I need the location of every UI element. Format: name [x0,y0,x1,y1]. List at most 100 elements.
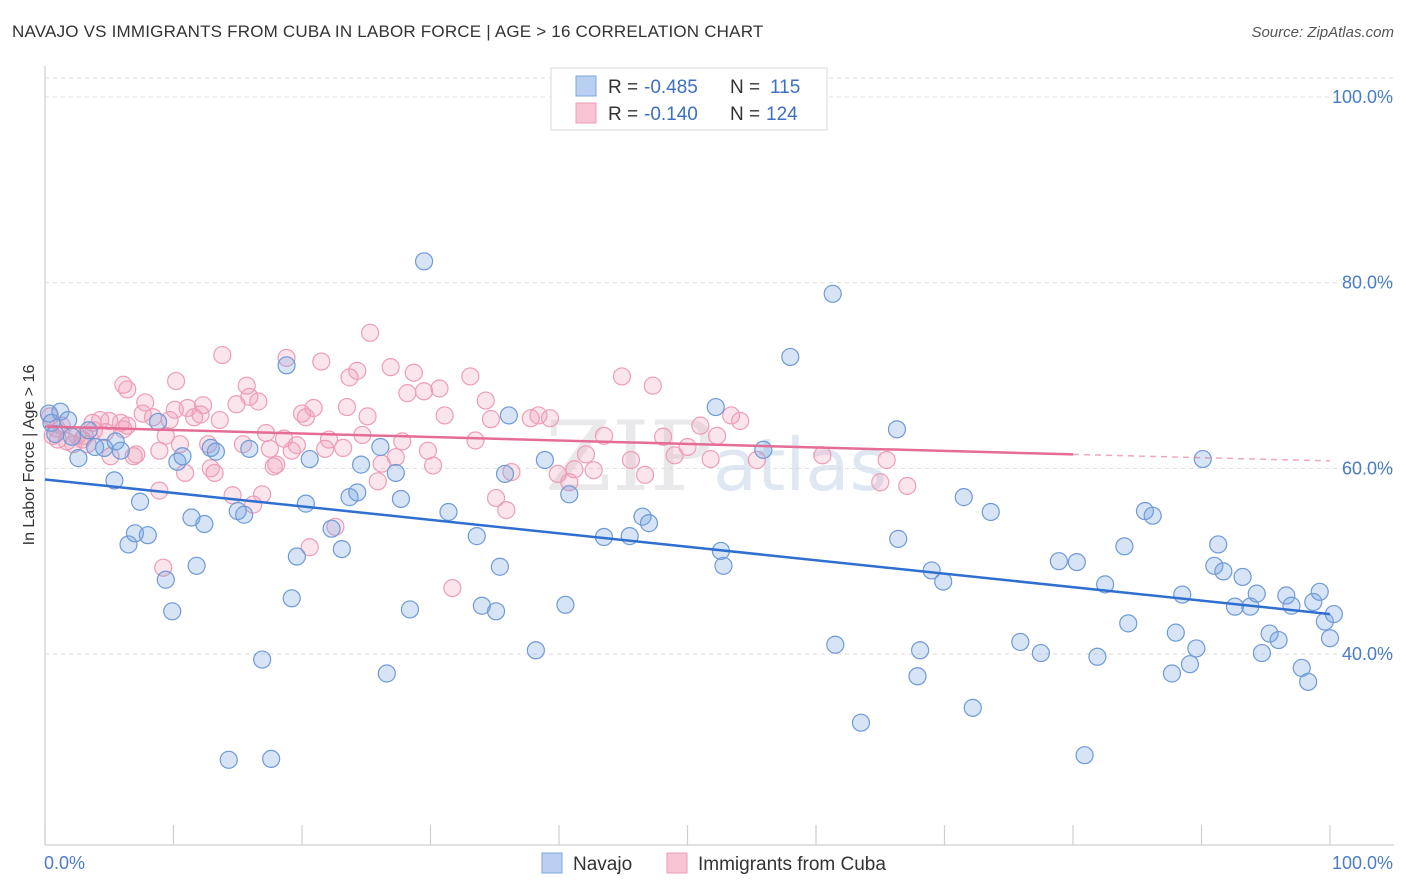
x-tick-label-min: 0.0% [44,853,85,873]
point-navajo [887,420,907,439]
point-navajo [1115,537,1134,556]
point-cuba [133,404,152,423]
stats-legend-box [550,67,828,131]
y-tick-label: 80.0% [1342,273,1393,293]
point-navajo [910,641,930,660]
point-navajo [1247,584,1266,603]
point-navajo [889,529,908,548]
point-navajo [639,514,659,533]
point-cuba [337,397,357,417]
point-navajo [706,397,725,417]
point-navajo [1162,664,1182,683]
point-navajo [934,572,953,591]
point-navajo [499,406,518,425]
y-tick-label: 100.0% [1332,87,1393,107]
point-cuba [277,348,296,367]
point-cuba [381,358,400,377]
point-navajo [781,347,800,367]
point-navajo [287,547,306,566]
point-cuba [166,371,186,391]
point-navajo [439,502,458,522]
point-cuba [486,488,506,508]
point-cuba [136,393,155,412]
source-label: Source: ZipAtlas.com [1251,24,1394,41]
point-navajo [1088,647,1107,666]
trend-line-cuba-extrapolated [1072,453,1331,462]
point-navajo [69,449,88,468]
point-cuba [722,406,741,425]
point-navajo [633,507,652,526]
point-navajo [826,635,845,654]
point-navajo [1304,592,1323,612]
point-cuba [497,501,516,520]
point-cuba [461,367,480,386]
legend-n-value-navajo: 115 [770,77,800,98]
point-cuba [612,367,632,386]
point-navajo [1166,623,1185,642]
y-tick-label: 60.0% [1342,458,1393,478]
point-navajo [1205,556,1224,575]
point-navajo [300,449,319,469]
point-navajo [62,427,82,446]
point-navajo [240,439,259,458]
point-navajo [490,557,509,576]
point-navajo [526,641,545,660]
point-cuba [260,439,279,458]
point-navajo [352,455,371,474]
point-cuba [316,439,335,458]
legend-r-label-cuba: R = [608,104,638,125]
point-navajo [1067,552,1086,572]
point-cuba [414,382,434,401]
point-cuba [813,446,832,465]
point-cuba [160,410,179,430]
point-navajo [253,650,272,669]
point-cuba [118,380,137,399]
point-navajo [119,535,138,554]
legend-r-value-cuba: -0.140 [644,104,698,125]
point-navajo [322,519,341,538]
point-cuba [584,461,603,480]
point-navajo [1173,585,1192,604]
point-navajo [219,750,238,769]
point-navajo [168,452,187,471]
point-navajo [371,437,390,457]
legend-n-label-cuba: N = [730,104,760,125]
point-navajo [391,489,411,509]
point-navajo [377,664,396,683]
point-navajo [1277,586,1296,605]
bottom-legend-swatch-navajo [541,852,563,874]
y-axis-label: In Labor Force | Age > 16 [21,365,38,546]
point-cuba [871,473,890,492]
axes [44,66,1394,846]
point-cuba [358,407,377,426]
point-cuba [481,410,500,429]
point-cuba [653,427,673,446]
y-tick-labels: 40.0% 60.0% 80.0% 100.0% [1332,87,1393,664]
point-cuba [731,411,750,431]
point-navajo [851,713,871,732]
series-cuba-points [41,323,917,598]
point-navajo [560,485,579,504]
point-navajo [486,602,506,621]
point-navajo [386,463,405,483]
point-navajo [754,440,773,459]
point-navajo [1075,746,1094,765]
point-navajo [105,471,124,490]
point-cuba [540,409,560,428]
point-navajo [556,595,575,614]
point-cuba [304,398,323,418]
point-navajo [163,602,182,621]
point-navajo [1214,562,1233,581]
point-cuba [476,391,495,410]
point-navajo [1233,567,1252,587]
point-cuba [193,396,213,415]
point-navajo [332,539,351,559]
point-navajo [130,492,150,511]
point-navajo [138,526,157,545]
point-navajo [1187,639,1206,658]
point-navajo [1011,632,1030,652]
point-navajo [187,556,206,575]
point-cuba [594,426,614,445]
trend-line-navajo [44,478,1331,616]
